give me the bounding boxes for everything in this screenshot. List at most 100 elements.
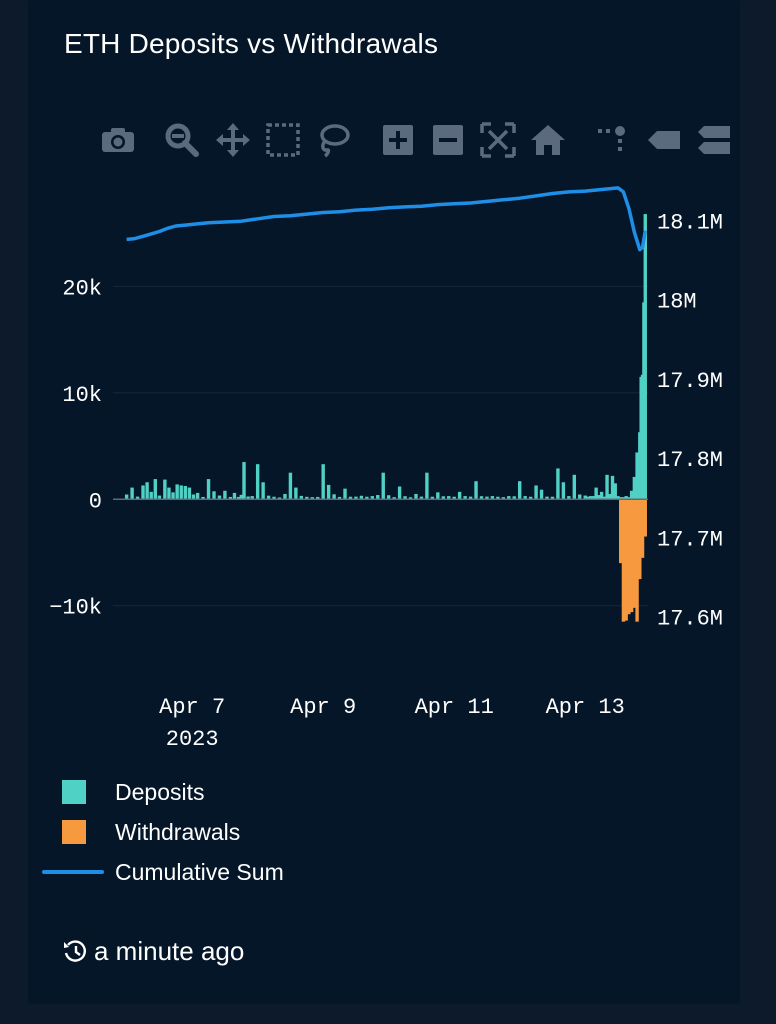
chart-plot[interactable]: 20k 10k 0 −10k 18.1M 18M 17.9M 17.8M 17.7M 17.6M A…: [28, 0, 740, 760]
deposit-bar: [294, 487, 298, 500]
withdrawal-bar: [621, 499, 626, 622]
deposit-bar: [447, 496, 451, 500]
deposit-bar: [135, 496, 140, 500]
chart-card: ETH Deposits vs Withdrawals 20k 10k 0 −10k 1…: [28, 0, 740, 1004]
deposit-bar: [124, 494, 129, 500]
deposit-bar: [348, 496, 353, 500]
deposit-bar: [586, 496, 590, 500]
deposit-bar: [583, 495, 587, 500]
deposit-bar: [629, 490, 634, 500]
legend-label-cumulative: Cumulative Sum: [115, 859, 284, 885]
modebar: [28, 120, 740, 160]
legend-item-withdrawals[interactable]: Withdrawals: [42, 812, 362, 846]
legend-item-cumulative[interactable]: Cumulative Sum: [42, 852, 362, 886]
deposit-bar: [599, 491, 604, 500]
deposits-swatch: [62, 780, 86, 804]
deposit-bar: [392, 497, 396, 500]
y-left-tick-label: 10k: [62, 383, 102, 408]
deposit-bar: [145, 482, 149, 500]
deposit-bar: [149, 491, 153, 500]
deposit-bar: [343, 488, 347, 500]
withdrawal-bar: [619, 499, 623, 564]
deposit-bar: [468, 496, 473, 500]
deposit-bar: [490, 496, 495, 500]
deposit-bar: [550, 496, 555, 500]
withdrawal-bar: [632, 499, 637, 608]
deposit-bar: [518, 481, 522, 500]
withdrawal-bar: [643, 499, 647, 537]
cumulative-line: [126, 186, 648, 252]
deposit-bar: [386, 495, 391, 500]
legend-label-deposits: Deposits: [115, 779, 205, 805]
deposit-bar: [501, 497, 506, 500]
y-right-tick-label: 17.6M: [657, 607, 723, 632]
chart-title: ETH Deposits vs Withdrawals: [64, 28, 439, 59]
deposit-bar: [321, 464, 325, 500]
deposit-bar: [403, 496, 407, 500]
withdrawal-bar: [624, 499, 628, 621]
deposit-bar: [283, 493, 287, 500]
lasso-select-icon[interactable]: [313, 120, 353, 160]
deposit-bar: [512, 496, 516, 500]
hover-compare-icon[interactable]: [694, 120, 734, 160]
deposit-bar: [463, 496, 467, 500]
hover-closest-icon[interactable]: [644, 120, 684, 160]
deposit-bar: [594, 487, 598, 500]
deposit-bar: [425, 472, 429, 500]
camera-icon[interactable]: [98, 120, 138, 160]
deposit-bar: [141, 485, 145, 500]
reset-axes-icon[interactable]: [528, 120, 568, 160]
deposit-bar: [167, 487, 171, 500]
deposit-bar: [201, 496, 205, 500]
deposit-bar: [419, 496, 424, 500]
deposit-bar: [539, 489, 544, 500]
deposit-bar: [228, 496, 233, 500]
withdrawal-bar: [627, 499, 631, 615]
zoom-in-icon[interactable]: [378, 120, 418, 160]
legend-item-deposits[interactable]: Deposits: [42, 772, 362, 806]
deposit-bar: [534, 485, 538, 500]
zoom-out-icon[interactable]: [428, 120, 468, 160]
deposit-bar: [602, 496, 607, 500]
deposit-bar: [632, 476, 637, 500]
deposit-bar: [635, 452, 639, 500]
deposit-bar: [624, 496, 628, 500]
deposit-bar: [528, 496, 533, 500]
cumulative-swatch: [42, 870, 104, 874]
spike-lines-icon[interactable]: [593, 120, 633, 160]
legend-label-withdrawals: Withdrawals: [115, 819, 241, 845]
deposit-bar: [597, 495, 601, 500]
y-right-tick-label: 17.9M: [657, 369, 723, 394]
deposit-bar: [610, 475, 615, 500]
deposit-bar: [217, 495, 222, 500]
deposit-bar: [305, 496, 309, 500]
deposit-bar: [430, 496, 435, 500]
withdrawal-bar: [640, 499, 645, 558]
deposit-bar: [627, 497, 631, 500]
deposit-bar: [332, 494, 336, 500]
deposit-bar: [299, 495, 304, 500]
deposit-bar: [310, 497, 314, 500]
autoscale-icon[interactable]: [478, 120, 518, 160]
box-select-icon[interactable]: [263, 120, 303, 160]
deposit-bar: [195, 492, 200, 500]
x-tick-sublabel: 2023: [166, 727, 219, 752]
deposit-bar: [157, 495, 162, 500]
deposit-bar: [359, 495, 364, 500]
deposit-bar: [239, 494, 243, 500]
zoom-icon[interactable]: [161, 120, 201, 160]
deposit-bar: [153, 479, 158, 500]
deposit-bar: [613, 483, 617, 500]
deposit-bar: [206, 479, 211, 500]
last-updated-text: a minute ago: [94, 936, 245, 966]
deposit-bar: [288, 472, 293, 500]
pan-icon[interactable]: [213, 120, 253, 160]
deposit-bar: [277, 497, 282, 500]
deposit-bar: [354, 496, 358, 500]
x-tick-label: Apr 11: [415, 695, 494, 720]
withdrawal-bar: [638, 499, 642, 580]
deposit-bar: [261, 482, 265, 500]
deposit-bar: [485, 496, 489, 500]
withdrawals-swatch: [62, 820, 86, 844]
deposit-bar: [242, 462, 246, 500]
